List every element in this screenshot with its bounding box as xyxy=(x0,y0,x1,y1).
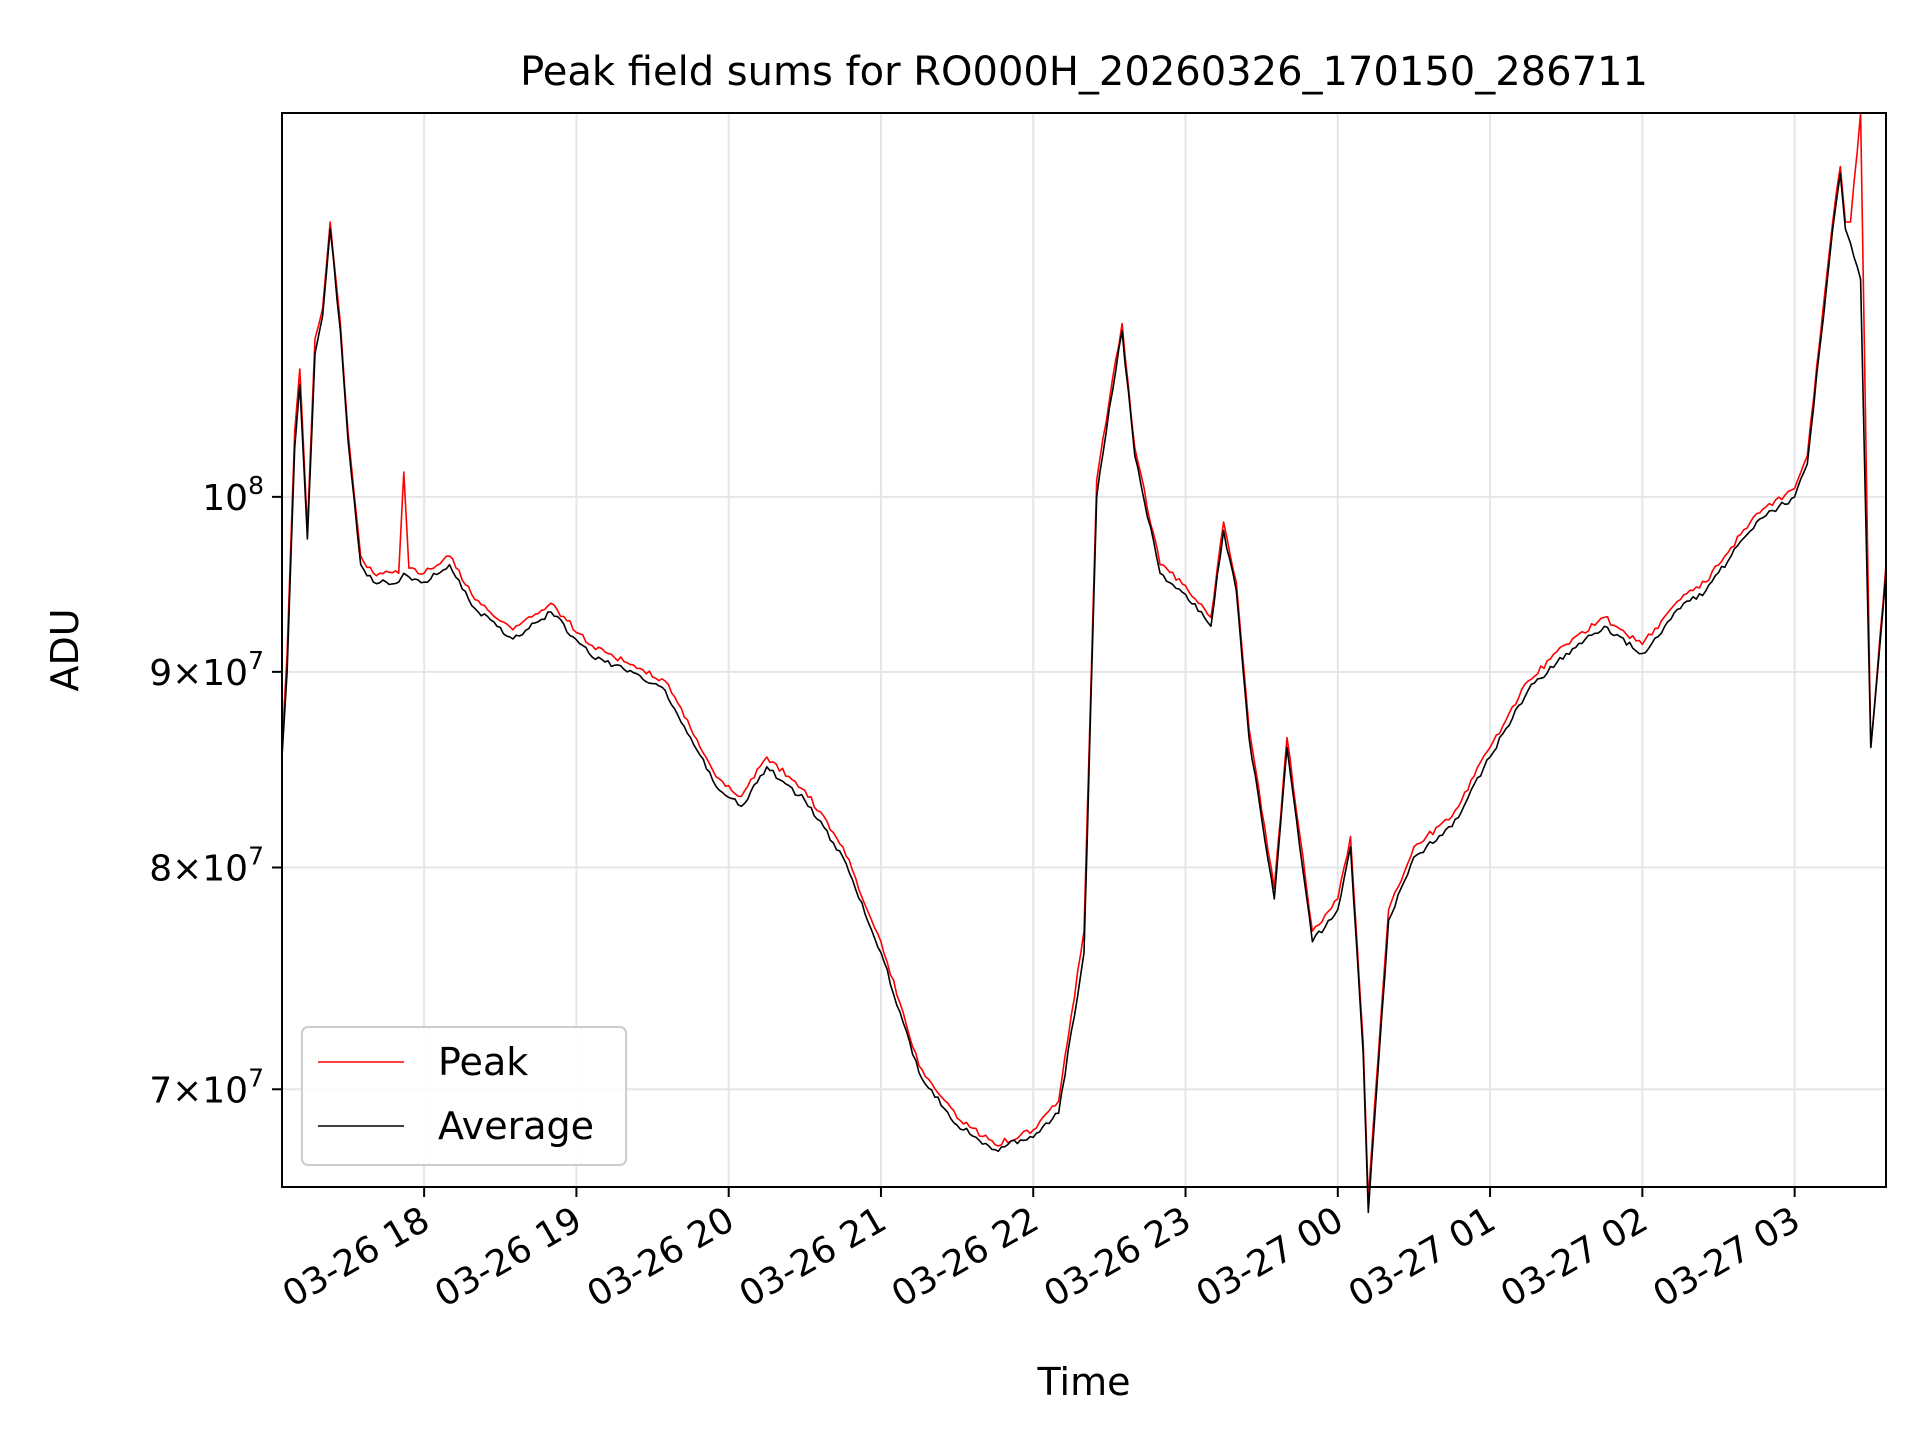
series-line-average xyxy=(281,172,1887,1214)
y-tick-label: 7×107 xyxy=(149,1063,264,1111)
series-layer xyxy=(281,112,1887,1214)
y-axis-label: ADU xyxy=(43,608,87,691)
legend-average-label: Average xyxy=(438,1104,594,1148)
y-tick-label: 8×107 xyxy=(149,841,264,889)
grid xyxy=(282,113,1886,1187)
y-tick-label: 108 xyxy=(202,471,264,519)
y-tick-label: 9×107 xyxy=(149,646,264,694)
legend: Peak Average xyxy=(301,1026,627,1166)
chart-title: Peak field sums for RO000H_20260326_1701… xyxy=(520,49,1648,95)
plot-frame xyxy=(281,112,1887,1188)
legend-peak-label: Peak xyxy=(438,1040,528,1084)
y-axis-ticks: 7×107 8×107 9×107 108 xyxy=(149,471,282,1111)
x-axis-label: Time xyxy=(1037,1360,1131,1404)
